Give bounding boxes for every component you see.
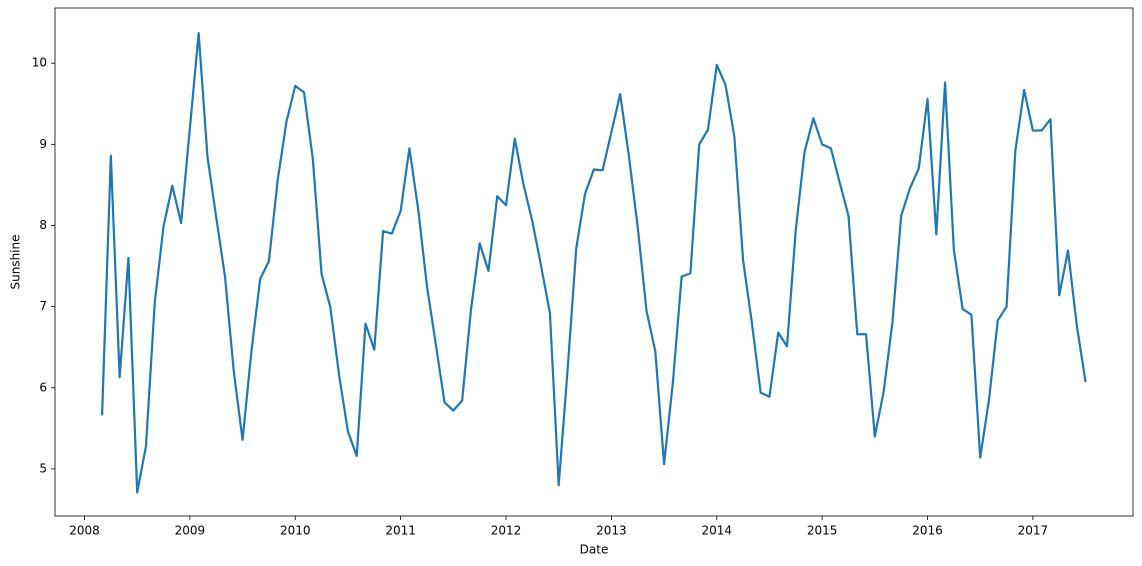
y-tick-label: 9: [39, 137, 47, 151]
x-tick-label: 2014: [701, 524, 732, 538]
x-tick-label: 2012: [491, 524, 522, 538]
y-tick-label: 8: [39, 218, 47, 232]
x-tick-label: 2011: [385, 524, 416, 538]
y-tick-label: 6: [39, 380, 47, 394]
x-tick-label: 2017: [1018, 524, 1049, 538]
x-tick-label: 2010: [280, 524, 311, 538]
y-tick-label: 10: [32, 56, 47, 70]
x-tick-label: 2013: [596, 524, 627, 538]
y-tick-label: 5: [39, 461, 47, 475]
plot-frame: [54, 7, 1134, 517]
y-tick-label: 7: [39, 299, 47, 313]
y-axis-label: Sunshine: [9, 234, 23, 289]
x-tick-label: 2015: [807, 524, 838, 538]
line: [100, 32, 1087, 494]
x-tick-label: 2016: [912, 524, 943, 538]
x-axis-label: Date: [580, 543, 609, 557]
x-tick-label: 2009: [175, 524, 206, 538]
x-tick-label: 2008: [69, 524, 100, 538]
